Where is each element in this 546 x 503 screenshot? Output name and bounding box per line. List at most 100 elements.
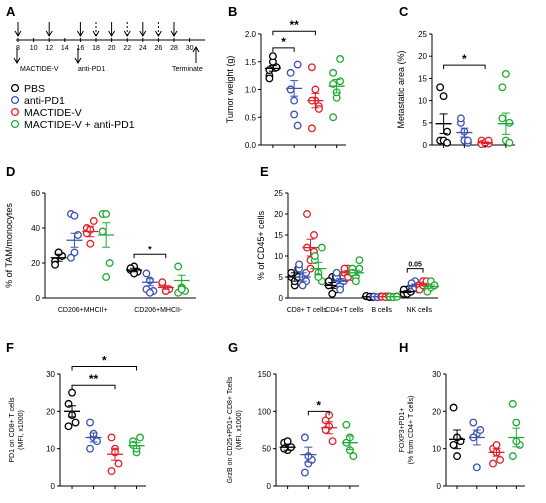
y-tick-label: 0: [267, 482, 272, 491]
y-axis-label-unit: (MFI, x1000): [236, 410, 243, 450]
data-point: [102, 210, 111, 218]
significance-bracket: [272, 30, 316, 36]
significance-bracket: [71, 384, 116, 390]
data-point: [336, 55, 345, 63]
data-point: [463, 136, 472, 145]
significance-label: *: [148, 244, 152, 254]
data-point: [317, 243, 326, 252]
data-point: [443, 127, 452, 136]
data-point: [472, 463, 481, 472]
y-tick-label: 20: [46, 407, 55, 416]
data-point: [355, 256, 364, 265]
cluster-label: CD206+MHCII-: [134, 307, 183, 314]
panel-c: C 0 5 10 15 20 25 Metastatic area (%) *: [396, 4, 515, 150]
timeline-tick-label: 14: [61, 45, 69, 52]
data-point: [86, 444, 94, 453]
data-point: [86, 418, 94, 427]
data-point: [453, 452, 462, 461]
data-point: [158, 278, 167, 287]
y-tick-label: 0: [279, 294, 284, 303]
mactide-dose-arrowhead: [139, 30, 147, 37]
terminate-arrow-icon: [192, 46, 200, 53]
legend-marker: [10, 95, 20, 105]
y-tick-label: 5: [279, 273, 284, 282]
legend-label: anti-PD1: [24, 95, 65, 107]
y-tick-label: 100: [258, 407, 272, 416]
y-tick-label: 60: [31, 189, 40, 198]
data-point: [174, 262, 183, 271]
timeline-arrows: [14, 22, 178, 37]
panel-letter: H: [399, 340, 408, 355]
y-tick-label: 40: [31, 224, 40, 233]
legend-label: PBS: [24, 83, 45, 95]
significance-label: *: [316, 398, 321, 412]
legend-marker: [10, 119, 20, 129]
data-point: [68, 388, 76, 397]
significance-label: *: [102, 354, 107, 368]
data-point: [303, 210, 311, 218]
data-point: [51, 260, 60, 269]
data-point: [114, 459, 123, 468]
y-axis-label: % of TAM/monocytes: [4, 203, 14, 288]
significance-bracket: [133, 253, 167, 259]
timeline-tick-label: 18: [92, 45, 100, 52]
y-tick-label: 20: [31, 259, 40, 268]
y-tick-label: 0.5: [245, 113, 257, 122]
data-point: [142, 269, 151, 278]
y-tick-label: 15: [274, 231, 283, 240]
data-point: [66, 253, 75, 262]
y-tick-label: 30: [432, 370, 441, 379]
data-point: [498, 83, 507, 92]
cluster-label: B cells: [371, 307, 392, 314]
y-tick-label: 20: [418, 52, 427, 61]
data-point: [336, 77, 345, 86]
y-tick-label: 0: [36, 294, 41, 303]
data-point: [290, 96, 299, 105]
timeline-tick-label: 12: [45, 45, 53, 52]
panel-letter: F: [6, 340, 14, 355]
data-point: [349, 452, 358, 461]
y-tick-label: 1.0: [245, 86, 257, 95]
mactide-dose-arrowhead: [14, 30, 22, 37]
antipd1-dose-arrowhead: [123, 30, 131, 37]
timeline-tick-label: 10: [30, 45, 38, 52]
y-axis-label: FOXP3+PD1+: [399, 408, 406, 453]
y-tick-label: 10: [432, 445, 441, 454]
data-point: [328, 289, 337, 298]
data-point: [295, 260, 304, 269]
significance-bracket: [443, 64, 486, 70]
data-point: [508, 399, 517, 408]
label-terminate: Terminate: [172, 66, 203, 73]
data-point: [70, 211, 79, 220]
legend-marker: [10, 107, 20, 117]
y-tick-label: 5: [423, 119, 428, 128]
panel-g: G 0 50 100 150 GrzB on CD25+PD1+ CD8+ Tcells(…: [227, 340, 359, 491]
antipd1-dose-arrowhead: [92, 30, 100, 37]
data-point: [336, 285, 345, 294]
data-point: [443, 138, 452, 147]
y-tick-label: 30: [46, 370, 55, 379]
data-point: [177, 285, 186, 294]
data-point: [293, 60, 302, 69]
y-tick-label: 20: [432, 407, 441, 416]
panel-h: H 0 10 20 30 FOXP3+PD1+ (% from CD4+ T cells): [399, 340, 525, 491]
significance-label: *: [281, 35, 286, 49]
panel-a-letter: A: [6, 4, 16, 19]
data-point: [439, 92, 448, 101]
data-point: [505, 138, 514, 147]
data-point: [508, 452, 517, 461]
legend-marker: [10, 83, 20, 93]
data-point: [107, 467, 116, 476]
data-point: [332, 268, 341, 277]
panel-letter: C: [399, 4, 409, 19]
y-tick-label: 1.5: [245, 58, 257, 67]
data-point: [105, 259, 114, 267]
significance-bracket: [406, 268, 424, 273]
data-point: [505, 118, 514, 127]
antipd1-dose-arrowhead: [154, 30, 162, 37]
data-point: [512, 418, 521, 427]
panel-b: B 0.0 0.5 1.0 1.5 2.0 Tumor weight (g) ***: [225, 4, 346, 150]
panel-letter: E: [260, 164, 269, 179]
y-tick-label: 20: [274, 210, 283, 219]
